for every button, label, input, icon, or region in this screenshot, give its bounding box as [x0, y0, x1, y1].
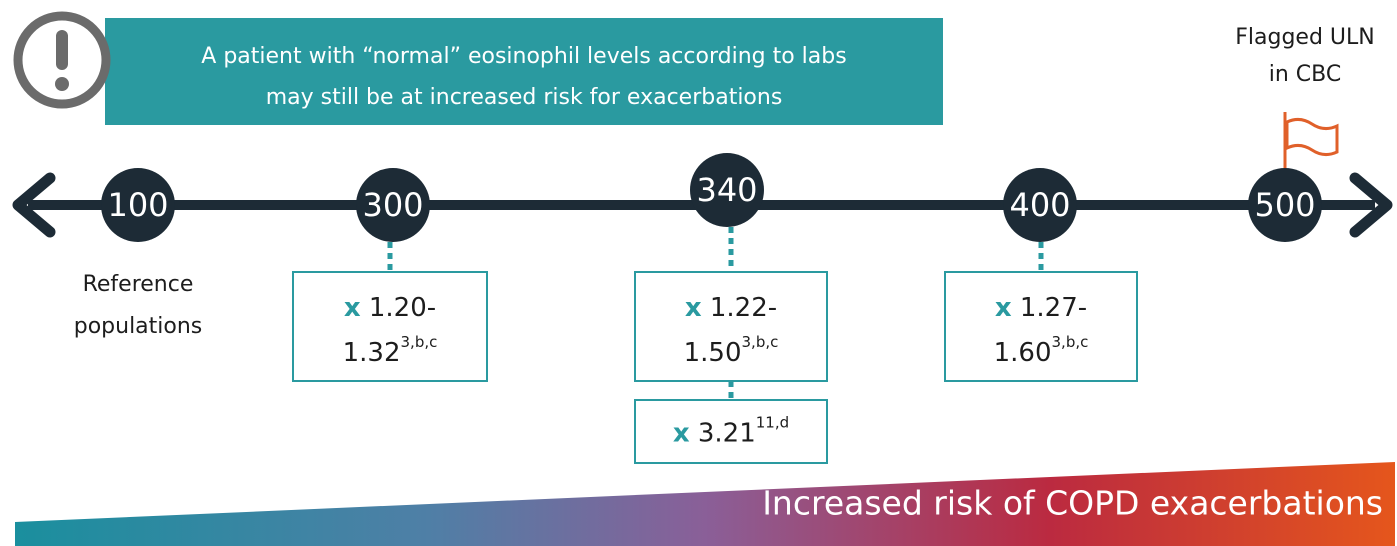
risk-text: 1.603,b,c	[994, 333, 1089, 368]
risk-box	[944, 271, 1138, 382]
risk-wedge	[15, 462, 1395, 546]
risk-value: 1.32	[343, 338, 401, 368]
timeline-node	[356, 168, 430, 242]
alert-line: may still be at increased risk for exace…	[266, 85, 783, 110]
alert-icon-dot	[55, 77, 69, 91]
risk-value: 1.22-	[710, 293, 777, 323]
arrow-right	[1349, 172, 1393, 238]
risk-box	[292, 271, 488, 382]
node-note: populations	[74, 314, 203, 339]
flag-label: Flagged ULN	[1235, 25, 1375, 50]
risk-value: 1.50	[684, 338, 742, 368]
risk-box	[634, 399, 828, 464]
alert-icon-bar	[56, 30, 68, 70]
timeline-node	[101, 168, 175, 242]
risk-prefix: x	[685, 293, 702, 323]
node-value: 300	[362, 186, 423, 224]
risk-prefix: x	[344, 293, 361, 323]
risk-ref: 3,b,c	[1052, 333, 1089, 351]
risk-prefix: x	[673, 418, 690, 448]
timeline-node	[1248, 168, 1322, 242]
dynamic-layer: 100 Reference populations 300 340 400 500 x 1.2…	[74, 153, 1322, 464]
alert-line: A patient with “normal” eosinophil level…	[201, 44, 846, 69]
timeline-node	[1003, 168, 1077, 242]
risk-ref: 11,d	[756, 413, 789, 431]
risk-box	[634, 271, 828, 382]
risk-text: x 1.20-	[344, 293, 436, 323]
risk-text: 1.323,b,c	[343, 333, 438, 368]
risk-prefix: x	[995, 293, 1012, 323]
timeline-node	[690, 153, 764, 227]
node-value: 400	[1009, 186, 1070, 224]
risk-text: x 1.27-	[995, 293, 1087, 323]
node-value: 100	[107, 186, 168, 224]
node-value: 340	[696, 171, 757, 209]
risk-value: 1.27-	[1020, 293, 1087, 323]
risk-label: Increased risk of COPD exacerbations	[762, 484, 1383, 523]
arrow-left	[12, 172, 56, 238]
flag-label: in CBC	[1269, 62, 1341, 87]
alert-box	[105, 18, 943, 125]
risk-value: 1.20-	[369, 293, 436, 323]
risk-ref: 3,b,c	[401, 333, 438, 351]
risk-ref: 3,b,c	[742, 333, 779, 351]
flag	[1285, 117, 1339, 157]
risk-text: 1.503,b,c	[684, 333, 779, 368]
node-note: Reference	[83, 272, 194, 297]
risk-value: 1.60	[994, 338, 1052, 368]
risk-text: x 1.22-	[685, 293, 777, 323]
risk-value: 3.21	[698, 418, 756, 448]
risk-text: x 3.2111,d	[673, 413, 789, 448]
node-value: 500	[1254, 186, 1315, 224]
